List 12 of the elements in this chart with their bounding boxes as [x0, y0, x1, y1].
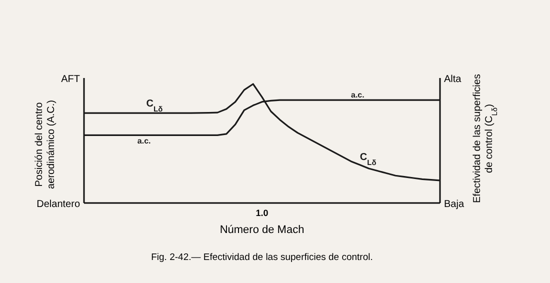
series-label: a.c. — [351, 90, 364, 100]
y-axis-title: Posición del centro aerodinámico (A.C.) — [34, 100, 57, 189]
text: Delantero — [36, 199, 80, 210]
text: 1.0 — [256, 208, 268, 218]
text: Alta — [444, 74, 462, 85]
text: a.c. — [137, 136, 151, 146]
text: Baja — [444, 199, 464, 210]
text: AFT — [61, 74, 80, 85]
series-label: C$_{Lδ}$ — [146, 98, 164, 114]
text: C$_{Lδ}$ — [360, 152, 376, 167]
x-axis-title: Número de Mach — [220, 224, 304, 236]
caption: Fig. 2-42.— Efectividad de las superficies de control. — [151, 252, 373, 263]
